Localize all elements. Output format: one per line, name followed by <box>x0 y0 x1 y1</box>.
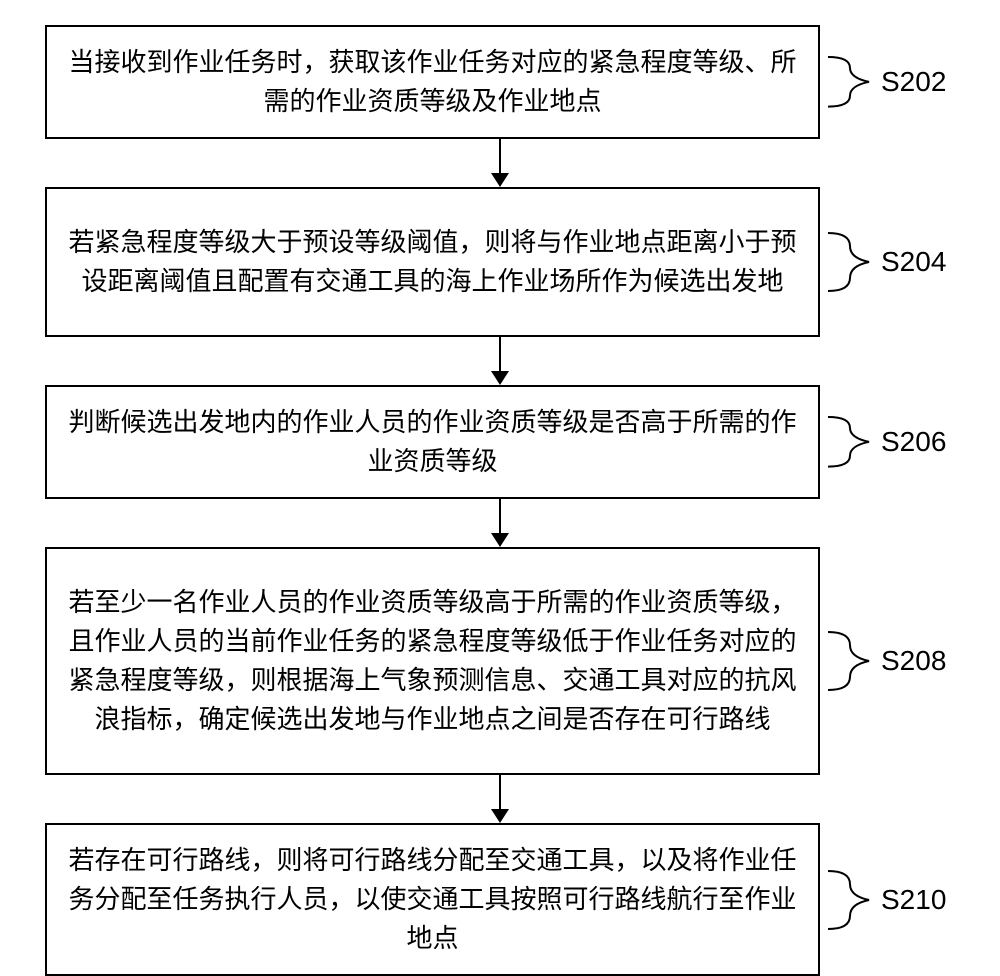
step-box: 判断候选出发地内的作业人员的作业资质等级是否高于所需的作业资质等级 <box>45 385 820 499</box>
arrow-down-icon <box>113 499 888 547</box>
step-text: 判断候选出发地内的作业人员的作业资质等级是否高于所需的作业资质等级 <box>67 403 798 481</box>
flow-step: 若存在可行路线，则将可行路线分配至交通工具，以及将作业任务分配至任务执行人员，以… <box>45 823 955 976</box>
step-label-wrap: S206 <box>820 386 946 498</box>
flow-step: 若紧急程度等级大于预设等级阈值，则将与作业地点距离小于预设距离阈值且配置有交通工… <box>45 187 955 337</box>
step-id-label: S202 <box>881 66 946 98</box>
brace-icon <box>820 386 875 498</box>
step-text: 若存在可行路线，则将可行路线分配至交通工具，以及将作业任务分配至任务执行人员，以… <box>67 841 798 958</box>
flow-step: 若至少一名作业人员的作业资质等级高于所需的作业资质等级，且作业人员的当前作业任务… <box>45 547 955 775</box>
step-id-label: S206 <box>881 426 946 458</box>
step-text: 若至少一名作业人员的作业资质等级高于所需的作业资质等级，且作业人员的当前作业任务… <box>67 583 798 739</box>
step-box: 当接收到作业任务时，获取该作业任务对应的紧急程度等级、所需的作业资质等级及作业地… <box>45 25 820 139</box>
step-box: 若至少一名作业人员的作业资质等级高于所需的作业资质等级，且作业人员的当前作业任务… <box>45 547 820 775</box>
step-id-label: S208 <box>881 645 946 677</box>
step-text: 当接收到作业任务时，获取该作业任务对应的紧急程度等级、所需的作业资质等级及作业地… <box>67 43 798 121</box>
arrow-down-icon <box>113 775 888 823</box>
step-box: 若存在可行路线，则将可行路线分配至交通工具，以及将作业任务分配至任务执行人员，以… <box>45 823 820 976</box>
step-label-wrap: S210 <box>820 825 946 975</box>
brace-icon <box>820 187 875 337</box>
step-id-label: S210 <box>881 884 946 916</box>
arrow-down-icon <box>113 337 888 385</box>
flow-step: 当接收到作业任务时，获取该作业任务对应的紧急程度等级、所需的作业资质等级及作业地… <box>45 25 955 139</box>
step-text: 若紧急程度等级大于预设等级阈值，则将与作业地点距离小于预设距离阈值且配置有交通工… <box>67 223 798 301</box>
brace-icon <box>820 547 875 775</box>
brace-icon <box>820 825 875 975</box>
flowchart: 当接收到作业任务时，获取该作业任务对应的紧急程度等级、所需的作业资质等级及作业地… <box>45 25 955 976</box>
step-label-wrap: S208 <box>820 547 946 775</box>
step-label-wrap: S202 <box>820 26 946 138</box>
arrow-down-icon <box>113 139 888 187</box>
step-box: 若紧急程度等级大于预设等级阈值，则将与作业地点距离小于预设距离阈值且配置有交通工… <box>45 187 820 337</box>
brace-icon <box>820 26 875 138</box>
step-label-wrap: S204 <box>820 187 946 337</box>
step-id-label: S204 <box>881 246 946 278</box>
flow-step: 判断候选出发地内的作业人员的作业资质等级是否高于所需的作业资质等级 S206 <box>45 385 955 499</box>
